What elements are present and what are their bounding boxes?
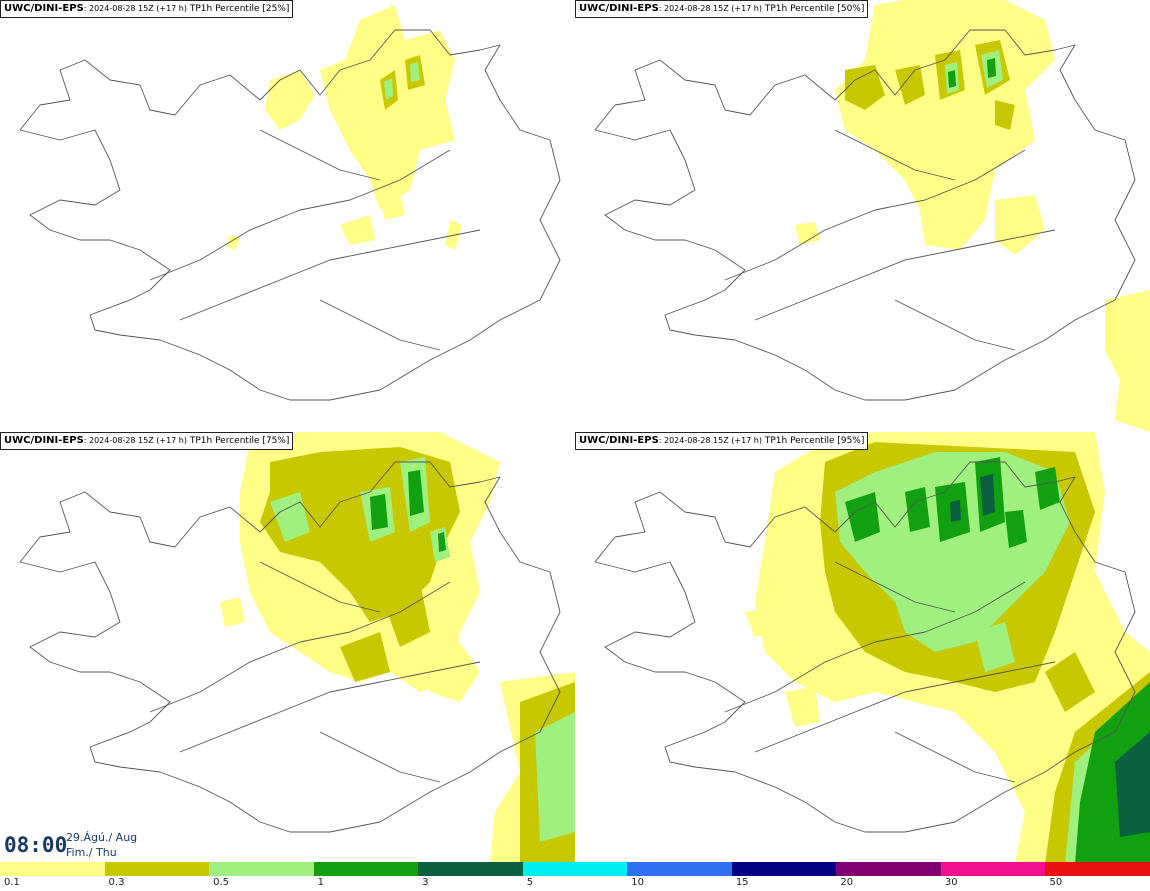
precip-map xyxy=(594,432,1150,864)
map-panel-p75: UWC/DINI-EPS: 2024-08-28 15Z (+17 h) TP1… xyxy=(0,432,575,864)
colorbar-ticks: 0.1 0.3 0.5 1 3 5 10 15 20 30 50 xyxy=(0,877,1150,891)
colorbar-tick-label: 5 xyxy=(526,877,534,888)
colorbar-swatch xyxy=(0,862,105,876)
colorbar-tick-label: 50 xyxy=(1049,877,1063,888)
colorbar-tick-label: 15 xyxy=(735,877,749,888)
valid-time-box: 08:00 29.Ágú./ Aug Fim./ Thu xyxy=(0,828,142,862)
colorbar-swatch xyxy=(418,862,523,876)
colorbar-swatch xyxy=(731,862,837,876)
colorbar-tick-label: 10 xyxy=(631,877,644,888)
panel-title: UWC/DINI-EPS: 2024-08-28 15Z (+17 h) TP1… xyxy=(575,0,869,18)
map-panel-p25: UWC/DINI-EPS: 2024-08-28 15Z (+17 h) TP1… xyxy=(0,0,575,432)
panel-title: UWC/DINI-EPS: 2024-08-28 15Z (+17 h) TP1… xyxy=(0,0,294,18)
colorbar-swatch xyxy=(1045,862,1150,876)
colorbar-tick-label: 20 xyxy=(840,877,854,888)
colorbar-swatch xyxy=(940,862,1046,876)
precip-map xyxy=(19,432,575,864)
colorbar-swatch xyxy=(313,862,419,876)
precip-colorbar: 0.1 0.3 0.5 1 3 5 10 15 20 30 50 xyxy=(0,862,1150,891)
colorbar-tick-label: 0.5 xyxy=(213,877,229,888)
precip-map xyxy=(19,5,561,401)
precip-map xyxy=(594,0,1150,432)
valid-date: 29.Ágú./ Aug xyxy=(66,831,138,844)
map-panel-p50: UWC/DINI-EPS: 2024-08-28 15Z (+17 h) TP1… xyxy=(575,0,1150,432)
colorbar-tick-label: 0.1 xyxy=(4,877,20,888)
colorbar-swatches xyxy=(0,862,1150,876)
colorbar-swatch xyxy=(104,862,210,876)
colorbar-swatch xyxy=(627,862,732,876)
panel-title: UWC/DINI-EPS: 2024-08-28 15Z (+17 h) TP1… xyxy=(575,432,869,450)
map-panel-p95: UWC/DINI-EPS: 2024-08-28 15Z (+17 h) TP1… xyxy=(575,432,1150,864)
valid-time: 08:00 xyxy=(4,833,68,857)
colorbar-swatch xyxy=(209,862,314,876)
colorbar-swatch xyxy=(522,862,628,876)
colorbar-tick-label: 3 xyxy=(422,877,429,888)
valid-weekday: Fim./ Thu xyxy=(66,846,117,859)
colorbar-tick-label: 0.3 xyxy=(108,877,125,888)
colorbar-tick-label: 30 xyxy=(944,877,958,888)
colorbar-swatch xyxy=(836,862,941,876)
colorbar-tick-label: 1 xyxy=(317,877,324,888)
panel-title: UWC/DINI-EPS: 2024-08-28 15Z (+17 h) TP1… xyxy=(0,432,294,450)
